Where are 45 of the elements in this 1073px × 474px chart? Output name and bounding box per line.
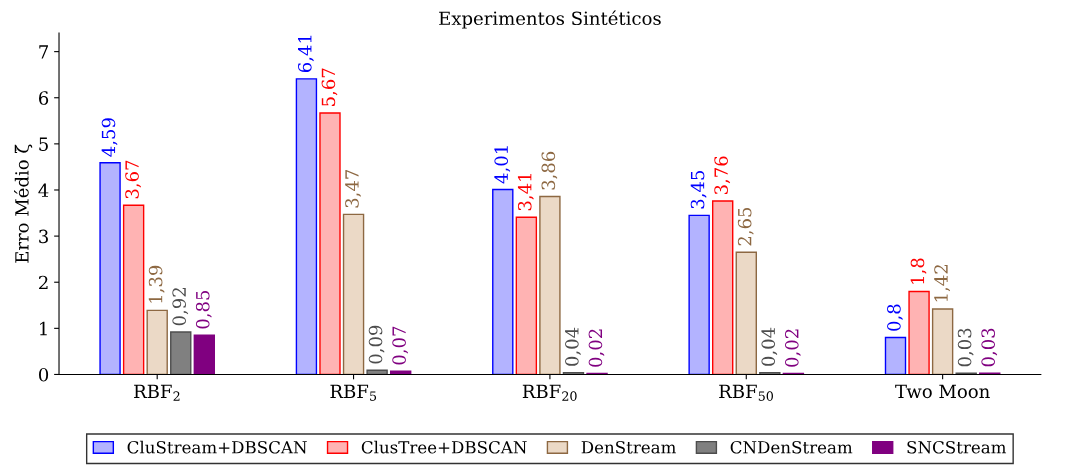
chart-title: Experimentos Sintéticos <box>439 10 661 29</box>
data-label: 5,67 <box>321 68 338 106</box>
data-label: 3,41 <box>517 174 534 211</box>
data-label: 6,41 <box>298 35 314 73</box>
x-tick-label: RBF$_{5}$ <box>330 384 377 401</box>
legend-label: CluStream+DBSCAN <box>127 440 307 454</box>
y-tick-label: 6 <box>39 91 49 105</box>
data-label: 0,09 <box>368 325 385 364</box>
data-label: 0,07 <box>392 326 409 365</box>
y-tick-label: 0 <box>39 367 49 382</box>
y-tick-label: 5 <box>39 137 48 151</box>
x-tick-label: RBF$_{20}$ <box>522 384 577 401</box>
legend-label: DenStream <box>581 440 676 454</box>
data-label: 3,45 <box>690 170 707 209</box>
y-tick-label: 3 <box>39 229 48 244</box>
data-label: 2,65 <box>737 207 754 246</box>
x-tick-label: RBF$_{2}$ <box>134 384 180 401</box>
data-label: 0,85 <box>195 290 212 329</box>
data-label: 1,42 <box>934 264 951 302</box>
legend-label: CNDenStream <box>730 440 853 454</box>
data-label: 0,02 <box>588 329 605 367</box>
y-tick-label: 7 <box>39 45 48 59</box>
data-label: 3,86 <box>541 151 558 190</box>
data-label: 1,8 <box>910 258 927 284</box>
data-label: 4,01 <box>494 146 511 184</box>
data-label: 3,76 <box>714 156 731 195</box>
x-tick-label: RBF$_{50}$ <box>719 384 773 401</box>
data-label: 0,03 <box>957 328 974 367</box>
y-tick-label: 1 <box>40 321 47 336</box>
data-label: 1,39 <box>148 265 165 303</box>
data-label: 3,47 <box>345 169 361 208</box>
data-label: 0,02 <box>784 329 801 367</box>
y-axis-title: Erro Médio ζ̄ <box>14 144 33 263</box>
data-label: 0,04 <box>761 327 778 366</box>
data-label: 4,59 <box>101 118 118 157</box>
data-label: 3,67 <box>125 160 142 199</box>
y-tick-label: 2 <box>39 275 48 290</box>
data-label: 0,8 <box>887 304 903 331</box>
y-tick-label: 4 <box>38 183 49 197</box>
legend-label: SNCStream <box>907 440 1007 454</box>
data-label: 0,92 <box>172 288 189 326</box>
data-label: 0,04 <box>565 327 581 366</box>
x-tick-label: Two Moon <box>895 384 990 399</box>
data-label: 0,03 <box>981 328 998 367</box>
legend-label: ClusTree+DBSCAN <box>361 440 527 454</box>
